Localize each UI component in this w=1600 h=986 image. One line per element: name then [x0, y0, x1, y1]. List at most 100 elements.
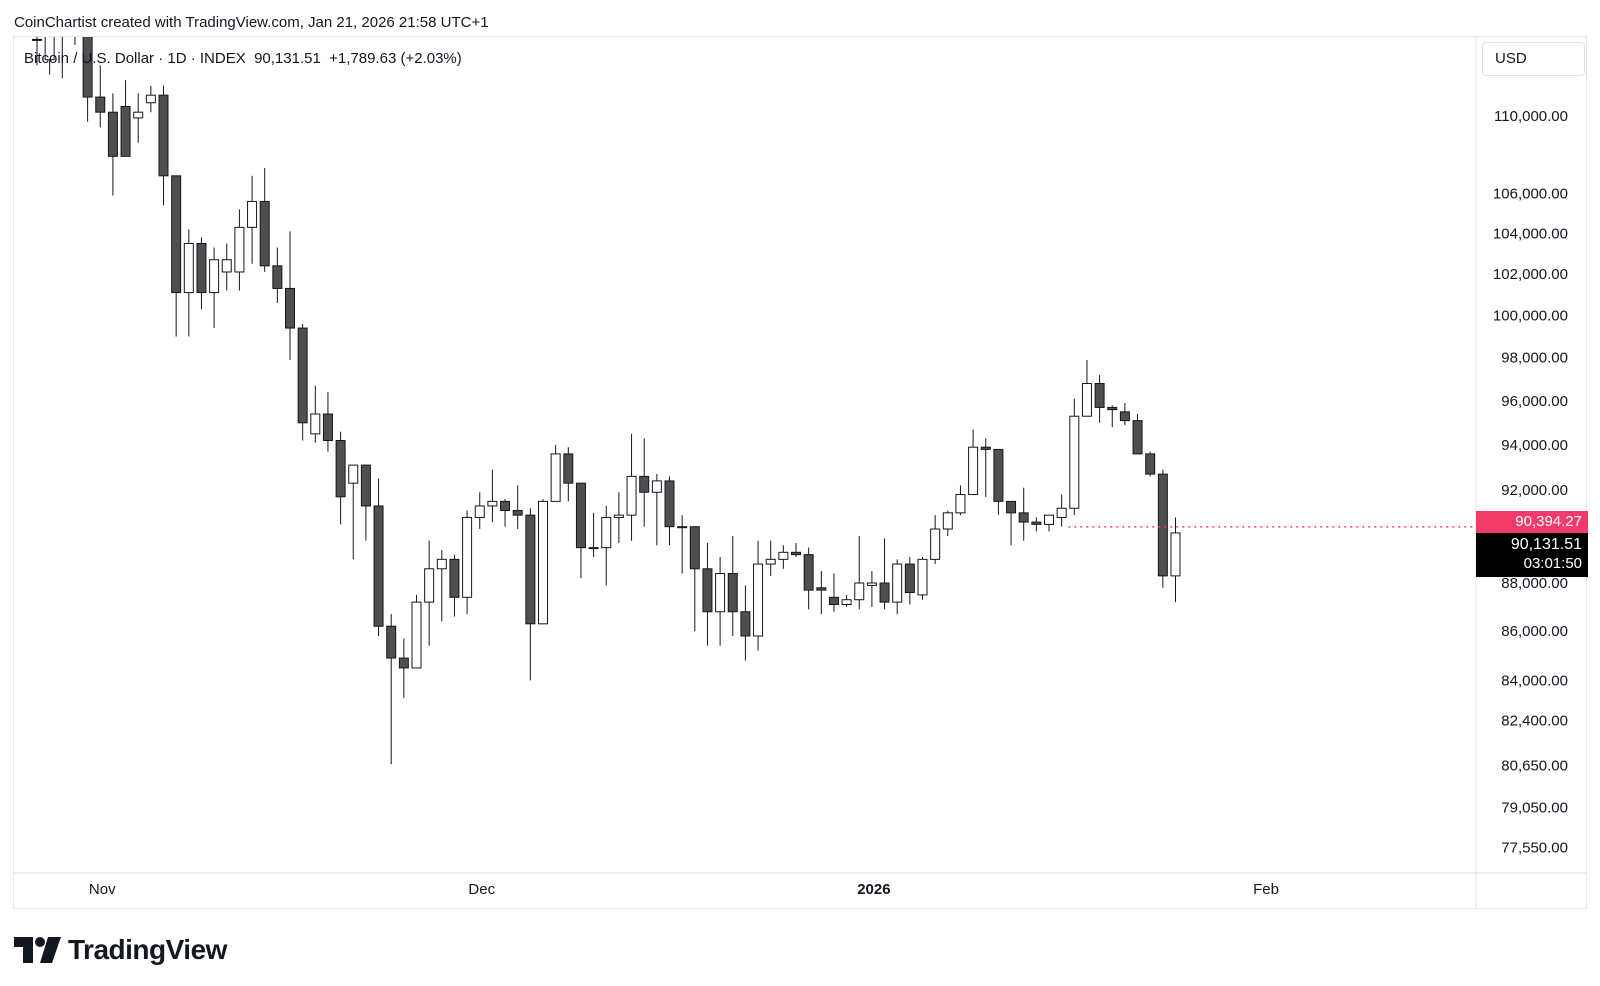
candle-body [841, 599, 852, 606]
candle [1069, 398, 1080, 516]
price-axis-tick-label: 86,000.00 [1501, 623, 1568, 640]
candle-body [955, 494, 966, 514]
candle [424, 540, 435, 646]
candle [436, 549, 447, 622]
candle-body [297, 327, 308, 424]
candle [209, 247, 220, 329]
candle [538, 499, 548, 625]
candle [968, 429, 979, 496]
candle [1145, 451, 1156, 477]
candle-body [95, 96, 106, 113]
candle [500, 499, 511, 527]
candle [74, 37, 76, 45]
candle [778, 545, 789, 569]
candle [196, 237, 207, 310]
candle [1094, 374, 1105, 423]
candle-body [917, 558, 928, 596]
candle-body [525, 514, 536, 625]
candle-body [879, 582, 890, 603]
candle [601, 505, 612, 586]
candle [44, 37, 55, 75]
candle-body [145, 94, 156, 104]
candle [360, 464, 371, 541]
candle-body [601, 516, 612, 549]
legend-change: +1,789.63 (+2.03%) [329, 50, 462, 67]
candle-body [942, 512, 953, 530]
candle-body [1044, 514, 1054, 525]
currency-button[interactable]: USD [1482, 42, 1585, 76]
price-axis-tick-label: 110,000.00 [1494, 108, 1568, 125]
candle [1081, 359, 1092, 417]
candle [1044, 514, 1054, 532]
price-axis-tick-label: 92,000.00 [1501, 482, 1568, 499]
candle-body [209, 259, 220, 294]
candle-body [120, 106, 131, 157]
candle-body [462, 516, 473, 598]
candle [386, 614, 397, 765]
candle [980, 438, 991, 497]
candle [322, 392, 333, 452]
candle-body [348, 464, 359, 484]
candle-body [247, 200, 258, 228]
candle [879, 538, 890, 610]
candle-body [968, 446, 979, 496]
candle-body [32, 38, 42, 41]
candle [942, 510, 953, 536]
candle [234, 209, 245, 291]
candle-body [1018, 512, 1029, 523]
candle [904, 557, 915, 605]
candle-body [828, 596, 839, 606]
tradingview-logo-text: TradingView [68, 934, 227, 965]
candle [715, 557, 726, 646]
candle [411, 594, 422, 669]
candle-body [360, 464, 371, 507]
chart-panel[interactable] [13, 36, 1587, 909]
prev-close-price-label: 90,394.27 [1476, 511, 1588, 533]
price-axis[interactable]: 110,000.00 106,000.00 104,000.00 102,000.00… [1493, 108, 1568, 857]
candle [588, 512, 599, 558]
candle-body [335, 440, 346, 498]
candle [702, 542, 713, 646]
symbol-legend[interactable]: Bitcoin / U.S. Dollar · 1D · INDEX 90,13… [24, 50, 462, 67]
candle [664, 476, 675, 546]
candle-body [740, 611, 751, 637]
candle-body [171, 175, 182, 294]
tradingview-logo[interactable]: TradingView [14, 933, 227, 967]
candle [866, 571, 877, 607]
candle-body [816, 587, 827, 591]
candle-body [677, 526, 688, 529]
candle-body [791, 551, 801, 556]
candle [82, 37, 93, 122]
price-axis-tick-label: 80,650.00 [1501, 758, 1568, 775]
candle [525, 508, 536, 681]
candle [765, 540, 776, 576]
candle-body [727, 573, 738, 613]
price-axis-tick-label: 100,000.00 [1493, 307, 1568, 324]
candle-body [892, 563, 903, 603]
candle [639, 438, 650, 527]
candle-body [487, 500, 498, 507]
candle [753, 540, 764, 651]
last-price-value: 90,131.51 [1510, 536, 1582, 553]
candle-body [1157, 473, 1168, 577]
bar-countdown: 03:01:50 [1523, 555, 1582, 572]
candle [1157, 469, 1168, 588]
time-axis[interactable]: Nov Dec 2026 Feb [89, 881, 1279, 898]
candle [335, 431, 346, 525]
candle [550, 444, 561, 502]
candle-body [753, 563, 764, 637]
candle [1132, 414, 1143, 455]
candle-body [398, 657, 409, 669]
candle [297, 323, 308, 441]
price-axis-tick-label: 98,000.00 [1501, 350, 1568, 367]
candle-body [82, 37, 93, 98]
candle [1031, 517, 1042, 532]
price-axis-tick-label: 84,000.00 [1501, 672, 1568, 689]
candle-body [664, 480, 675, 528]
candle-body [993, 448, 1004, 502]
candle-body [563, 453, 574, 484]
candle-body [1031, 521, 1042, 525]
time-axis-tick-label: Feb [1253, 881, 1279, 898]
candle-body [386, 625, 397, 659]
